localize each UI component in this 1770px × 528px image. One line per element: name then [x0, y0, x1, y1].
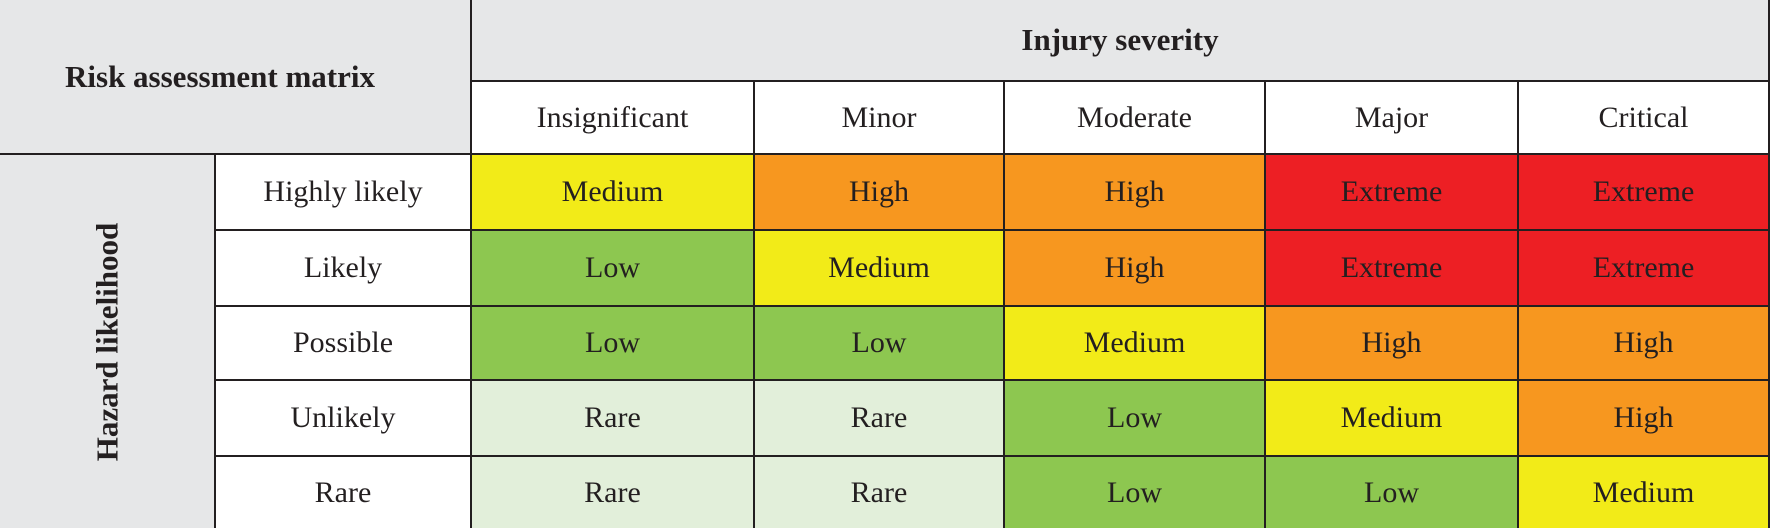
risk-level: Medium [561, 175, 664, 208]
severity-level: Insignificant [472, 82, 755, 155]
risk-cell: Low [1266, 457, 1519, 528]
severity-level-label: Minor [841, 100, 917, 134]
likelihood-level: Highly likely [216, 155, 472, 231]
risk-cell: Extreme [1266, 155, 1519, 231]
likelihood-header-text: Hazard likelihood [89, 222, 124, 461]
risk-level: High [1104, 251, 1165, 284]
severity-header: Injury severity [472, 0, 1770, 82]
risk-cell: Low [755, 307, 1005, 381]
risk-level: Low [1364, 475, 1419, 509]
risk-level: Low [851, 326, 907, 359]
likelihood-level: Possible [216, 307, 472, 381]
severity-level-label: Critical [1598, 100, 1689, 134]
risk-level: Medium [1083, 326, 1186, 359]
risk-level: Rare [850, 475, 908, 509]
risk-level: Extreme [1340, 251, 1443, 284]
risk-level: Low [585, 251, 640, 284]
risk-level: Medium [1340, 401, 1443, 434]
likelihood-level: Likely [216, 231, 472, 307]
risk-level: Rare [850, 401, 908, 434]
risk-cell: High [1005, 155, 1266, 231]
severity-level: Major [1266, 82, 1519, 155]
severity-level-label: Insignificant [536, 100, 689, 134]
severity-level-label: Moderate [1077, 100, 1192, 134]
risk-level: Extreme [1592, 175, 1695, 208]
risk-level: Medium [1592, 475, 1695, 509]
risk-cell: Low [1005, 381, 1266, 457]
matrix-title: Risk assessment matrix [0, 0, 472, 155]
severity-level: Critical [1519, 82, 1770, 155]
risk-cell: Medium [1266, 381, 1519, 457]
matrix-title-text: Risk assessment matrix [65, 58, 375, 94]
risk-cell: Rare [472, 381, 755, 457]
risk-level: Low [1107, 475, 1162, 509]
risk-cell: Extreme [1519, 155, 1770, 231]
risk-cell: Extreme [1519, 231, 1770, 307]
risk-level: High [1361, 326, 1422, 359]
risk-level: Extreme [1340, 175, 1443, 208]
risk-cell: High [1266, 307, 1519, 381]
likelihood-header: Hazard likelihood [0, 155, 216, 528]
risk-cell: High [1005, 231, 1266, 307]
severity-level: Moderate [1005, 82, 1266, 155]
risk-level: High [1613, 401, 1674, 434]
likelihood-level-label: Rare [314, 475, 372, 509]
risk-cell: Extreme [1266, 231, 1519, 307]
risk-level: High [849, 175, 909, 208]
risk-cell: High [1519, 381, 1770, 457]
risk-cell: Low [472, 231, 755, 307]
risk-level: Rare [584, 401, 641, 434]
risk-level: High [1613, 326, 1674, 359]
risk-level: High [1104, 175, 1165, 208]
severity-level-label: Major [1354, 100, 1429, 134]
risk-cell: Medium [755, 231, 1005, 307]
severity-level: Minor [755, 82, 1005, 155]
risk-cell: Medium [1005, 307, 1266, 381]
risk-cell: Low [472, 307, 755, 381]
likelihood-level: Unlikely [216, 381, 472, 457]
risk-cell: High [1519, 307, 1770, 381]
risk-cell: Low [1005, 457, 1266, 528]
likelihood-level-label: Likely [303, 251, 383, 284]
risk-level: Rare [584, 475, 641, 509]
risk-cell: Rare [755, 457, 1005, 528]
risk-level: Medium [828, 251, 930, 284]
risk-cell: Medium [472, 155, 755, 231]
risk-cell: High [755, 155, 1005, 231]
likelihood-level-label: Possible [292, 326, 394, 359]
likelihood-level: Rare [216, 457, 472, 528]
risk-cell: Rare [755, 381, 1005, 457]
likelihood-level-label: Unlikely [290, 401, 396, 434]
risk-level: Low [1107, 401, 1162, 434]
risk-cell: Rare [472, 457, 755, 528]
severity-header-text: Injury severity [1021, 22, 1219, 57]
likelihood-level-label: Highly likely [263, 175, 423, 208]
risk-level: Extreme [1592, 251, 1695, 284]
risk-cell: Medium [1519, 457, 1770, 528]
risk-level: Low [585, 326, 640, 359]
